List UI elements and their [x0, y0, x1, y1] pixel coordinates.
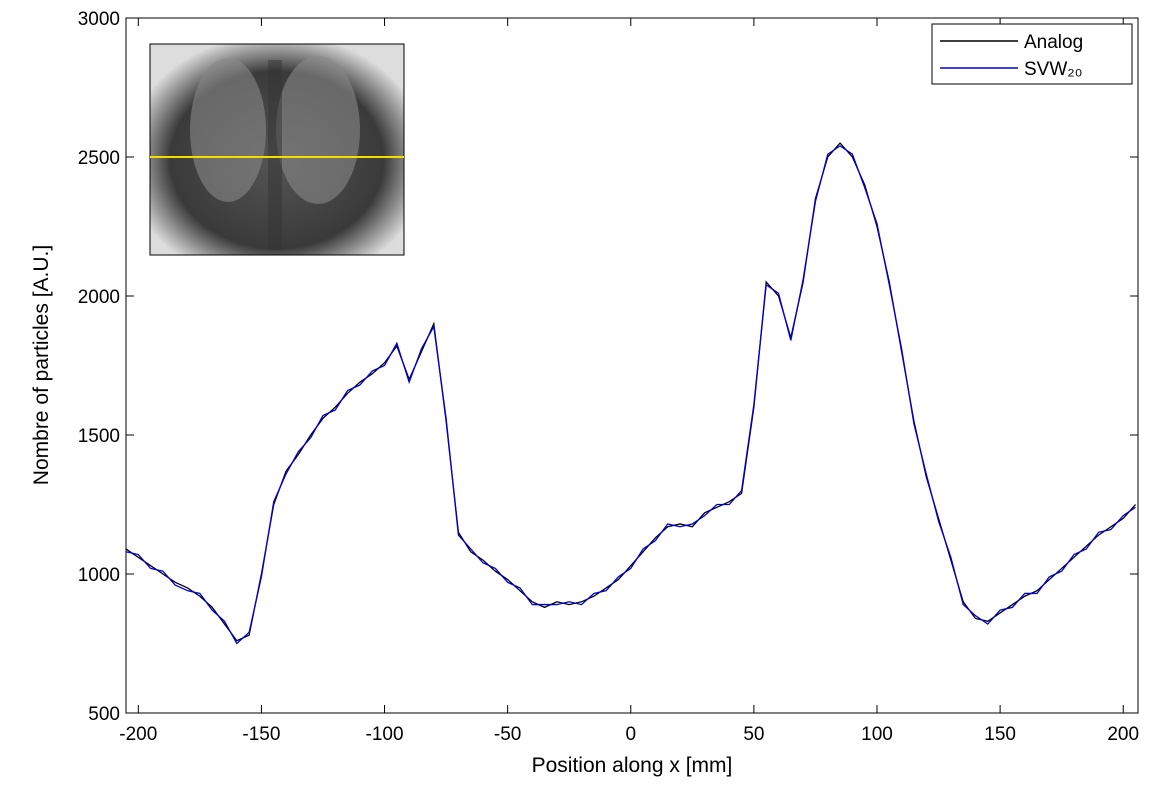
x-tick-label: -100 [366, 724, 404, 745]
x-tick-label: 150 [984, 724, 1016, 745]
y-tick-label: 2500 [78, 148, 120, 169]
y-axis-label: Nombre of particles [A.U.] [30, 245, 53, 485]
x-tick-label: 50 [743, 724, 764, 745]
x-axis-label: Position along x [mm] [532, 754, 733, 777]
x-tick-label: -150 [242, 724, 280, 745]
legend-box [931, 23, 1133, 85]
x-tick-label: -200 [119, 724, 157, 745]
y-tick-label: 1000 [78, 565, 120, 586]
legend-label: Analog [1024, 32, 1083, 53]
x-tick-label: 200 [1107, 724, 1139, 745]
y-tick-label: 500 [88, 704, 120, 725]
legend-label: SVW₂₀ [1024, 59, 1083, 80]
y-tick-label: 3000 [78, 9, 120, 30]
y-tick-label: 2000 [78, 287, 120, 308]
x-tick-label: 100 [861, 724, 893, 745]
x-tick-label: 0 [625, 724, 636, 745]
x-tick-label: -50 [494, 724, 521, 745]
y-tick-label: 1500 [78, 426, 120, 447]
data-line [125, 145, 1136, 645]
inset-image [149, 43, 405, 256]
